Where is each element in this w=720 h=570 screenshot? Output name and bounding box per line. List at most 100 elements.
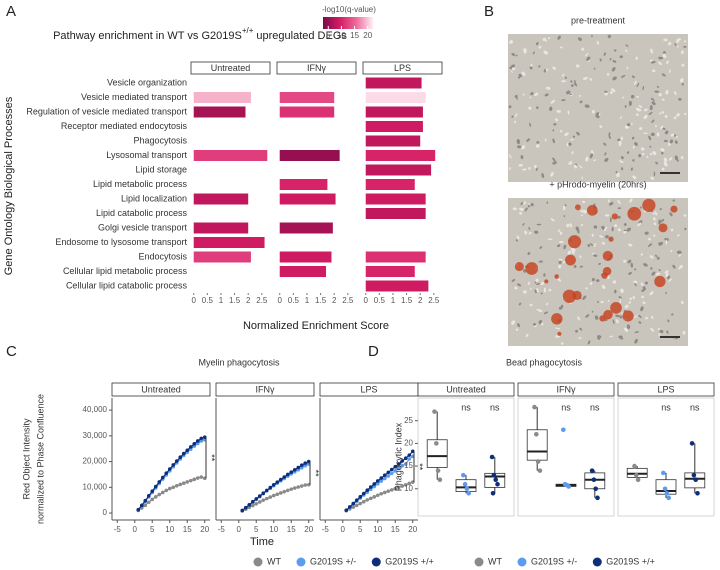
facet-strip [111, 382, 211, 397]
cell [514, 120, 517, 124]
cell [603, 52, 606, 56]
cell [672, 264, 676, 269]
series-line [137, 439, 206, 511]
data-point [164, 488, 169, 493]
cell [584, 104, 590, 108]
x-tick-label: 10 [165, 525, 174, 534]
x-tick-label: 10 [373, 525, 382, 534]
myelin-signal [622, 310, 634, 322]
cell [529, 66, 533, 70]
colorbar-tick-label: 15 [350, 31, 359, 40]
cell [664, 270, 669, 274]
cell [650, 327, 655, 332]
x-tick-label: 1.5 [229, 296, 241, 305]
legend-marker [592, 557, 602, 567]
cell [640, 147, 645, 151]
x-tick-label: 1 [391, 296, 396, 305]
cell [684, 227, 687, 231]
data-point [278, 491, 283, 495]
cell [666, 330, 669, 334]
category-label: Endocytosis [138, 251, 187, 261]
cell [583, 209, 587, 214]
cell [634, 142, 638, 146]
cell [615, 170, 618, 174]
cell [576, 131, 580, 136]
cell [648, 111, 653, 116]
myelin-signal [525, 262, 539, 275]
cell [591, 277, 595, 282]
cell [560, 342, 564, 345]
data-point [361, 491, 366, 496]
data-point [181, 481, 186, 485]
cell [586, 56, 591, 61]
cell [550, 99, 555, 104]
cell [661, 167, 665, 171]
cell [568, 161, 573, 165]
cell [618, 296, 622, 299]
data-point [136, 507, 141, 512]
legend-marker [296, 557, 306, 567]
cell [619, 116, 622, 120]
x-tick-label: 15 [183, 525, 192, 534]
cell [674, 155, 679, 161]
cell [604, 90, 608, 93]
data-point [289, 470, 294, 474]
cell [625, 44, 629, 47]
cell [555, 327, 561, 330]
cell [512, 207, 517, 211]
y-tick-label: 10,000 [83, 482, 108, 491]
cell [514, 113, 518, 118]
legend-marker [517, 557, 527, 567]
image-caption: pre-treatment [571, 15, 626, 25]
cell [664, 130, 669, 135]
title-text: upregulated DEGs [256, 30, 347, 42]
cell [515, 54, 518, 57]
facet-strip [276, 61, 357, 75]
cell [618, 335, 623, 339]
data-point [437, 477, 443, 482]
y-tick-label: 20,000 [83, 457, 108, 466]
cell [652, 212, 655, 215]
bar [365, 266, 415, 277]
micrograph [508, 198, 688, 346]
x-tick-label: 1.5 [401, 296, 413, 305]
category-label: Lysosomal transport [106, 150, 187, 160]
cell [663, 157, 668, 163]
cell [597, 263, 601, 265]
cell [624, 105, 627, 108]
cell [650, 132, 655, 137]
colorbar-tick-label: 20 [363, 31, 372, 40]
cell [643, 114, 648, 119]
data-point [243, 505, 248, 510]
data-point [261, 491, 266, 496]
data-point [368, 485, 373, 489]
x-tick-label: 2 [418, 296, 423, 305]
cell [675, 40, 679, 43]
cell [508, 154, 512, 159]
panel-letter: A [6, 3, 16, 20]
image-caption: + pHrodo-myelin (20hrs) [549, 179, 646, 189]
cell [633, 280, 638, 284]
cell [570, 247, 576, 252]
data-point [358, 495, 363, 499]
cell [625, 49, 628, 52]
cell [662, 127, 666, 130]
cell [680, 155, 684, 160]
cell [632, 159, 635, 162]
cell [516, 139, 521, 145]
cell [543, 287, 546, 293]
cell [681, 83, 685, 86]
data-point [491, 472, 497, 478]
y-tick-label: 40,000 [83, 405, 108, 414]
cell [676, 113, 680, 117]
significance-label: ns [490, 402, 500, 412]
cell [647, 243, 653, 247]
data-point [368, 496, 373, 501]
cell [580, 223, 584, 226]
data-point [358, 501, 363, 506]
data-point [403, 456, 408, 461]
cell [632, 296, 636, 300]
cell [579, 327, 583, 331]
significance-label: ns [690, 402, 700, 412]
cell [660, 218, 665, 223]
